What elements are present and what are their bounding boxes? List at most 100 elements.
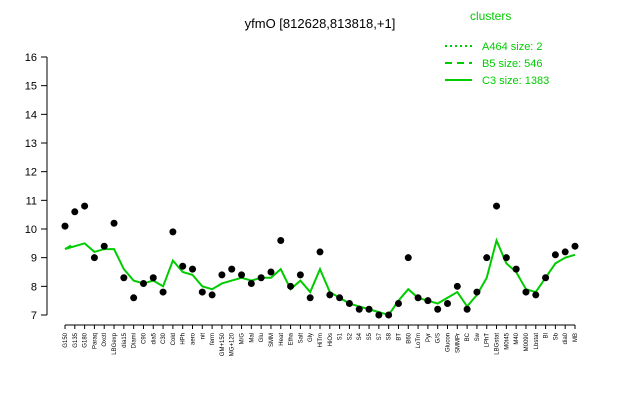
point xyxy=(198,288,206,296)
x-tick-label: LPhT xyxy=(485,333,491,348)
y-tick-label: 16 xyxy=(25,52,37,64)
x-tick-label: MG+120 xyxy=(230,332,236,356)
point xyxy=(277,236,285,244)
x-tick-label: LBGstat xyxy=(495,333,501,355)
x-tick-label: M0t45 xyxy=(504,332,510,349)
x-tick-label: BC xyxy=(465,332,471,341)
point xyxy=(189,265,196,273)
x-tick-label: S5 xyxy=(367,332,373,340)
legend-label: A464 size: 2 xyxy=(482,41,543,53)
point xyxy=(247,279,255,287)
x-tick-label: dia0 xyxy=(563,332,569,344)
x-tick-label: G150 xyxy=(63,332,69,347)
point xyxy=(90,254,98,262)
legend-title: clusters xyxy=(470,9,511,23)
point xyxy=(571,242,579,250)
y-tick-label: 8 xyxy=(31,281,37,293)
legend-label: C3 size: 1383 xyxy=(482,75,549,87)
point xyxy=(100,242,108,250)
point xyxy=(561,248,569,256)
x-tick-label: SMMPr xyxy=(455,333,461,353)
point xyxy=(404,254,412,262)
x-tick-label: Heat xyxy=(279,333,285,346)
point xyxy=(218,271,226,279)
point xyxy=(424,297,432,305)
point xyxy=(110,219,118,227)
x-tick-label: dia15 xyxy=(122,332,128,347)
x-tick-label: Paraq xyxy=(92,333,98,349)
point xyxy=(120,274,128,282)
point xyxy=(61,222,69,230)
y-tick-label: 14 xyxy=(25,109,37,121)
point xyxy=(375,311,383,319)
x-tick-label: G180 xyxy=(83,332,89,347)
x-tick-label: Salt xyxy=(298,333,304,344)
x-tick-label: S1 xyxy=(338,332,344,340)
point xyxy=(394,300,402,308)
point xyxy=(355,305,363,313)
x-tick-label: B60 xyxy=(406,332,412,343)
point xyxy=(296,271,304,279)
x-tick-label: M/G xyxy=(240,333,246,345)
point xyxy=(316,248,324,256)
y-tick-label: 9 xyxy=(31,253,37,265)
point xyxy=(493,202,501,210)
x-tick-label: aero xyxy=(191,332,197,345)
point xyxy=(267,268,275,276)
y-tick-label: 13 xyxy=(25,138,37,150)
x-tick-label: Glucon xyxy=(446,333,452,352)
x-tick-label: Gly xyxy=(308,333,314,342)
cluster-line xyxy=(64,237,576,317)
point xyxy=(463,305,471,313)
point xyxy=(306,294,314,302)
x-tick-label: ferm xyxy=(210,333,216,345)
point xyxy=(208,291,216,299)
point xyxy=(502,254,510,262)
x-tick-label: Pyr xyxy=(426,333,432,342)
x-tick-label: S2 xyxy=(347,332,353,340)
point xyxy=(287,282,295,290)
x-tick-label: SMM xyxy=(269,333,275,347)
point xyxy=(551,251,559,259)
point xyxy=(512,265,520,273)
point xyxy=(444,300,451,308)
x-tick-label: C90 xyxy=(141,332,147,344)
chart-title: yfmO [812628,813818,+1] xyxy=(245,16,396,31)
x-tick-label: HiTm xyxy=(318,333,324,347)
x-tick-label: LoTm xyxy=(416,333,422,348)
point xyxy=(453,282,461,290)
point xyxy=(434,305,442,313)
x-tick-label: Oxctl xyxy=(102,333,108,347)
x-tick-label: S4 xyxy=(357,332,363,340)
point xyxy=(483,254,491,262)
point xyxy=(228,265,236,273)
x-tick-label: Sw xyxy=(475,332,481,341)
point xyxy=(414,294,422,302)
point xyxy=(257,274,265,282)
legend-label: B5 size: 546 xyxy=(482,58,543,70)
x-tick-label: M0090 xyxy=(524,332,530,351)
point xyxy=(71,208,79,216)
x-tick-label: Bl xyxy=(544,333,550,338)
x-tick-label: Glu xyxy=(259,333,265,342)
point xyxy=(345,300,353,308)
point xyxy=(159,288,167,296)
x-tick-label: HiOs xyxy=(328,333,334,346)
x-tick-label: G135 xyxy=(73,332,79,347)
x-tick-label: Cold xyxy=(171,333,177,345)
point xyxy=(336,294,344,302)
x-tick-label: MB xyxy=(573,333,579,342)
x-tick-label: BT xyxy=(396,333,402,341)
point xyxy=(81,202,89,210)
x-tick-label: dia5 xyxy=(151,332,157,344)
point xyxy=(149,274,157,282)
y-tick-label: 10 xyxy=(25,224,37,236)
point xyxy=(385,311,393,319)
point xyxy=(542,274,550,282)
x-tick-label: S7 xyxy=(377,332,383,340)
point xyxy=(238,271,246,279)
x-tick-label: Diami xyxy=(132,333,138,348)
x-tick-label: Lbstat xyxy=(534,333,540,350)
y-tick-label: 15 xyxy=(25,81,37,93)
x-tick-label: S8 xyxy=(387,332,393,340)
